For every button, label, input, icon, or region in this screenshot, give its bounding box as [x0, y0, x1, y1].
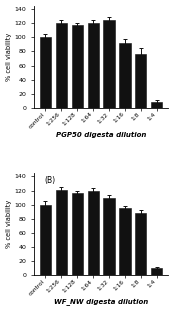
Bar: [104, 20, 115, 108]
X-axis label: WF_NW digesta dilution: WF_NW digesta dilution: [54, 300, 148, 306]
Bar: [104, 197, 115, 275]
Bar: [135, 213, 146, 275]
Bar: [72, 25, 83, 108]
Bar: [72, 193, 83, 275]
Bar: [56, 190, 67, 275]
X-axis label: PGP50 digesta dilution: PGP50 digesta dilution: [56, 132, 146, 138]
Bar: [56, 23, 67, 108]
Text: (B): (B): [45, 176, 56, 185]
Y-axis label: % cell viability: % cell viability: [6, 33, 11, 81]
Bar: [119, 43, 130, 108]
Bar: [151, 268, 162, 275]
Bar: [88, 191, 99, 275]
Bar: [135, 54, 146, 108]
Bar: [40, 37, 51, 108]
Bar: [40, 205, 51, 275]
Bar: [119, 208, 130, 275]
Bar: [151, 102, 162, 108]
Bar: [88, 22, 99, 108]
Y-axis label: % cell viability: % cell viability: [6, 200, 11, 248]
